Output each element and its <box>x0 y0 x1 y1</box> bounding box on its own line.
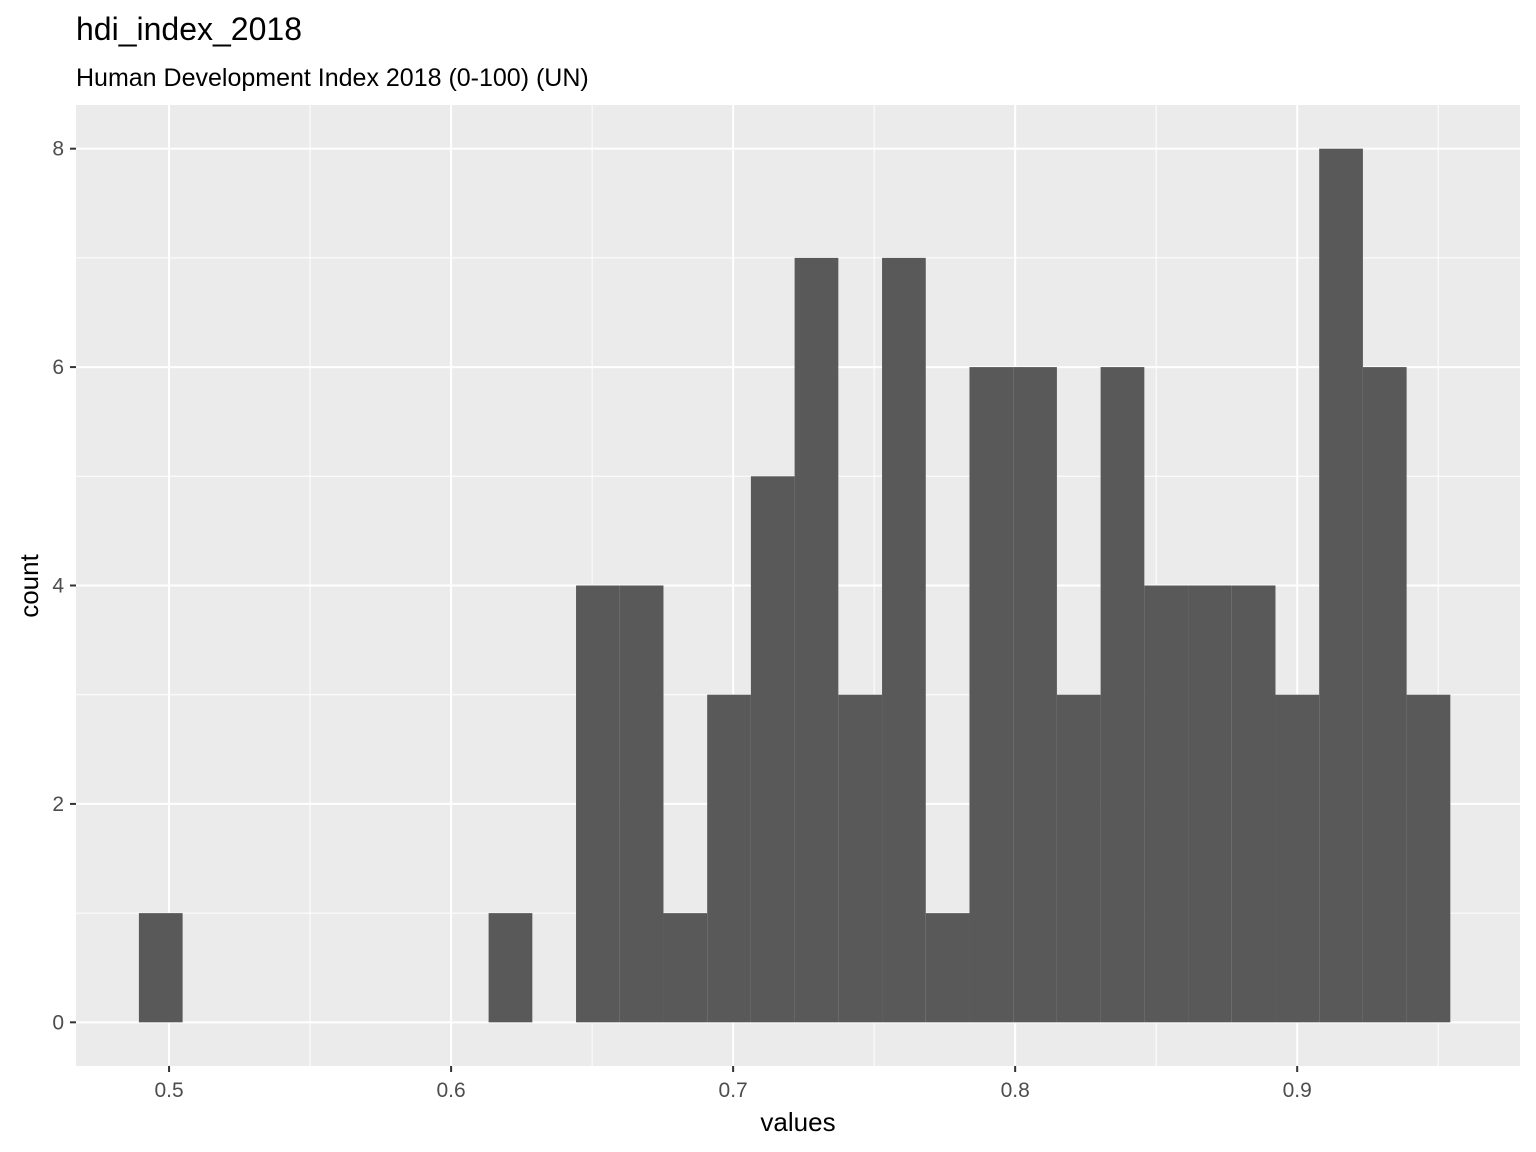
histogram-bar <box>619 585 664 1023</box>
histogram-bar <box>1406 694 1451 1023</box>
histogram-bar <box>707 694 751 1023</box>
y-tick-label: 4 <box>52 575 64 598</box>
histogram-bar <box>794 257 839 1023</box>
histogram-bar <box>663 913 708 1023</box>
histogram-bar <box>969 367 1014 1023</box>
histogram-bar <box>1275 694 1320 1023</box>
histogram-bar <box>1362 367 1407 1023</box>
y-axis: 0 2 4 6 8 <box>52 138 76 1034</box>
histogram-bar <box>838 694 883 1023</box>
histogram-bar <box>1144 585 1189 1023</box>
chart-title: hdi_index_2018 <box>76 11 302 47</box>
x-tick-label: 0.9 <box>1283 1079 1312 1102</box>
x-tick-label: 0.7 <box>719 1079 748 1102</box>
histogram-bar <box>750 476 795 1023</box>
histogram-bar <box>882 257 926 1023</box>
y-axis-title: count <box>14 553 44 617</box>
histogram-bar <box>1056 694 1101 1023</box>
histogram-bar <box>1231 585 1276 1023</box>
y-tick-label: 6 <box>52 356 64 379</box>
histogram-bar <box>1188 585 1232 1023</box>
histogram-bar <box>488 913 533 1023</box>
histogram-bar <box>138 913 183 1023</box>
histogram-bar <box>1013 367 1057 1023</box>
x-tick-label: 0.6 <box>437 1079 466 1102</box>
y-tick-label: 0 <box>52 1011 64 1034</box>
histogram-bar <box>1319 148 1363 1023</box>
y-tick-label: 8 <box>52 138 64 161</box>
x-axis: 0.5 0.6 0.7 0.8 0.9 <box>154 1066 1312 1102</box>
histogram-bar <box>576 585 620 1023</box>
histogram-bar <box>925 913 970 1023</box>
x-tick-label: 0.5 <box>154 1079 183 1102</box>
histogram-bars <box>138 148 1451 1023</box>
x-axis-title: values <box>760 1107 835 1137</box>
chart-subtitle: Human Development Index 2018 (0-100) (UN… <box>76 64 589 92</box>
x-tick-label: 0.8 <box>1001 1079 1030 1102</box>
histogram-bar <box>1100 367 1145 1023</box>
y-tick-label: 2 <box>52 793 64 816</box>
